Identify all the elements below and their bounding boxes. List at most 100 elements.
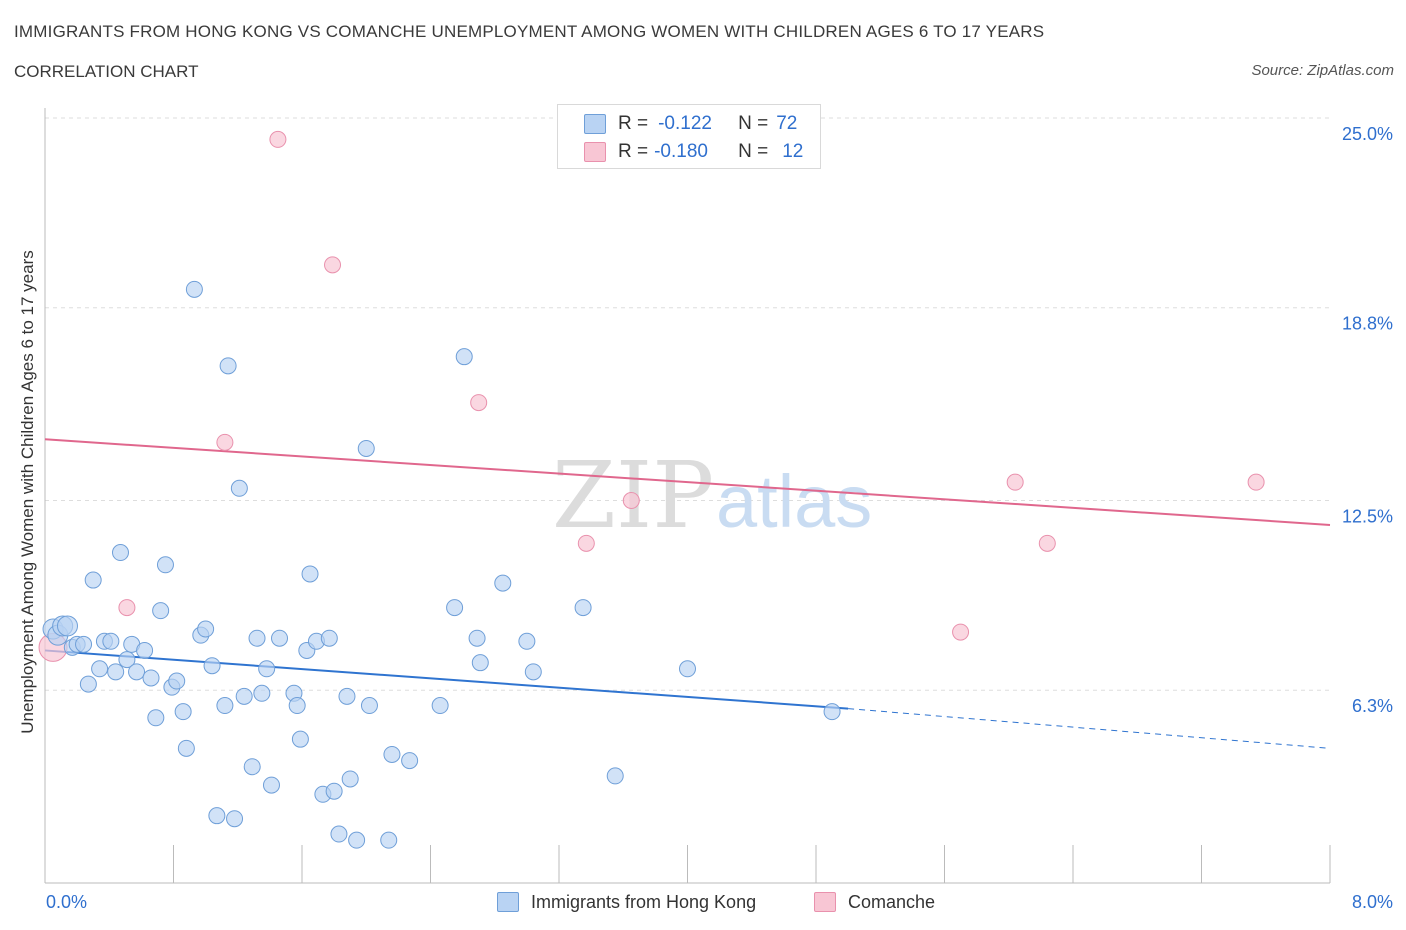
point-hong-kong: [219, 357, 237, 375]
series-swatch-blue: [497, 892, 519, 912]
point-comanche: [1038, 534, 1056, 552]
point-hong-kong: [208, 807, 226, 825]
point-hong-kong: [197, 620, 215, 638]
chart-subtitle: CORRELATION CHART: [14, 62, 199, 81]
watermark-atlas: atlas: [716, 460, 872, 543]
point-hong-kong: [401, 752, 419, 770]
point-hong-kong: [168, 672, 186, 690]
y-tick-label: 18.8%: [1342, 314, 1393, 334]
point-hong-kong: [102, 632, 120, 650]
legend-r-label: R =: [618, 141, 649, 162]
series-legend-hong-kong: Immigrants from Hong Kong: [497, 890, 756, 914]
point-hong-kong: [118, 651, 136, 669]
point-hong-kong: [91, 660, 109, 678]
point-comanche: [1006, 473, 1024, 491]
point-hong-kong: [446, 599, 464, 617]
trend-line-comanche: [44, 438, 1331, 526]
point-hong-kong: [338, 687, 356, 705]
legend-n-value: 72: [776, 113, 798, 134]
point-hong-kong: [216, 697, 234, 715]
axes: [44, 108, 1331, 884]
point-hong-kong: [348, 831, 366, 849]
legend-swatch-pink: [584, 142, 606, 162]
point-comanche: [216, 433, 234, 451]
point-hong-kong: [248, 629, 266, 647]
data-points: [38, 130, 1265, 849]
point-hong-kong: [455, 348, 473, 366]
y-tick-label: 25.0%: [1342, 124, 1393, 144]
point-comanche: [118, 599, 136, 617]
series-label-hong-kong: Immigrants from Hong Kong: [531, 891, 757, 912]
chart-title: IMMIGRANTS FROM HONG KONG VS COMANCHE UN…: [14, 22, 1045, 41]
point-hong-kong: [253, 684, 271, 702]
point-hong-kong: [301, 565, 319, 583]
point-hong-kong: [203, 657, 221, 675]
point-hong-kong: [679, 660, 696, 678]
point-hong-kong: [79, 675, 97, 693]
point-hong-kong: [524, 663, 542, 681]
y-tick-label: 6.3%: [1352, 696, 1393, 716]
point-comanche: [324, 256, 342, 274]
point-hong-kong: [230, 479, 248, 497]
point-hong-kong: [360, 697, 378, 715]
correlation-legend: R = -0.122 N = 72 R = -0.180 N = 12: [557, 104, 821, 169]
point-hong-kong: [288, 697, 306, 715]
point-hong-kong: [291, 730, 309, 748]
trend-lines: [44, 438, 1331, 749]
legend-swatch-blue: [584, 114, 606, 134]
point-hong-kong: [606, 767, 624, 785]
grid-lines: [45, 117, 1330, 691]
point-hong-kong: [142, 669, 160, 687]
point-hong-kong: [128, 663, 146, 681]
point-hong-kong: [341, 770, 359, 788]
legend-row-comanche: R = -0.180 N = 12: [584, 140, 803, 164]
point-comanche: [952, 623, 970, 641]
point-hong-kong: [174, 703, 192, 721]
y-tick-label: 12.5%: [1342, 507, 1393, 527]
legend-row-hong-kong: R = -0.122 N = 72: [584, 112, 797, 136]
point-hong-kong: [320, 629, 338, 647]
point-hong-kong: [823, 703, 841, 721]
point-hong-kong: [325, 782, 343, 800]
point-hong-kong: [226, 810, 244, 828]
point-hong-kong: [330, 825, 348, 843]
point-hong-kong: [75, 635, 93, 653]
point-hong-kong: [235, 687, 253, 705]
point-hong-kong: [147, 709, 165, 727]
point-hong-kong: [262, 776, 280, 794]
point-hong-kong: [383, 745, 401, 763]
point-comanche: [269, 130, 287, 148]
point-comanche: [470, 394, 488, 412]
point-comanche: [577, 534, 595, 552]
point-hong-kong: [574, 599, 592, 617]
source-label: Source: ZipAtlas.com: [1251, 62, 1394, 79]
point-hong-kong: [468, 629, 486, 647]
point-hong-kong: [380, 831, 398, 849]
point-hong-kong: [471, 654, 489, 672]
legend-r-value: -0.122: [658, 113, 712, 134]
point-hong-kong: [271, 629, 289, 647]
point-hong-kong: [156, 556, 174, 574]
point-hong-kong: [243, 758, 261, 776]
trend-line-hong-kong-extension: [848, 708, 1331, 749]
legend-r-value: -0.180: [654, 141, 708, 162]
point-hong-kong: [258, 660, 276, 678]
legend-n-value: 12: [782, 141, 804, 162]
legend-n-label: N =: [738, 113, 769, 134]
x-tick-label: 0.0%: [46, 892, 87, 912]
x-tick-label: 8.0%: [1352, 892, 1393, 912]
point-hong-kong: [107, 663, 125, 681]
series-legend-comanche: Comanche: [814, 890, 935, 914]
point-hong-kong: [136, 641, 154, 659]
point-comanche: [622, 492, 640, 509]
point-hong-kong: [185, 280, 203, 298]
point-comanche: [1247, 473, 1265, 491]
point-hong-kong: [56, 615, 78, 637]
point-hong-kong: [111, 544, 129, 562]
point-hong-kong: [84, 571, 102, 589]
point-hong-kong: [494, 574, 512, 592]
point-hong-kong: [431, 697, 449, 715]
point-hong-kong: [152, 602, 170, 620]
point-hong-kong: [357, 439, 375, 457]
